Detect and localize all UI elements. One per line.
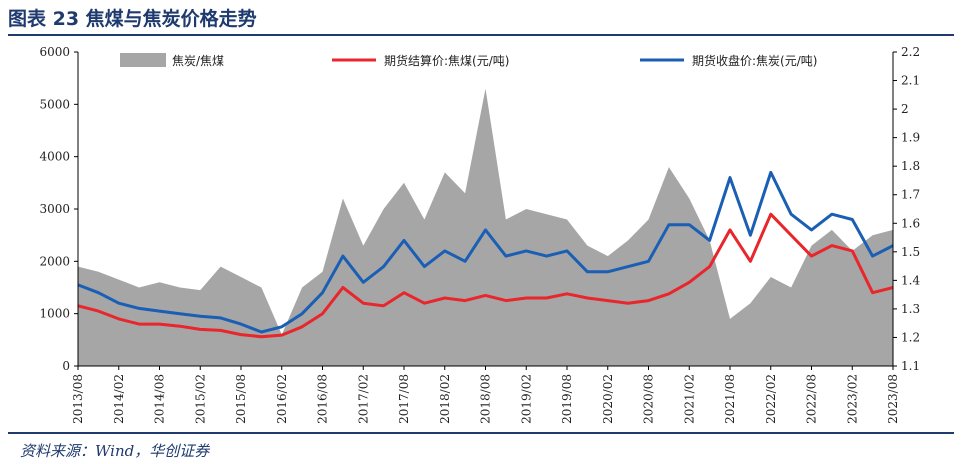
x-tick-label: 2019/08 [560, 374, 574, 424]
right-tick-label: 1.8 [901, 159, 920, 173]
right-tick-label: 2.1 [901, 74, 920, 88]
left-tick-label: 0 [62, 359, 70, 373]
x-tick-label: 2014/02 [112, 374, 126, 424]
x-tick-label: 2018/08 [479, 374, 493, 424]
chart-title: 图表 23 焦煤与焦炭价格走势 [8, 8, 257, 30]
right-tick-label: 1.6 [901, 216, 920, 230]
legend-label-1: 期货结算价:焦煤(元/吨) [384, 53, 509, 68]
x-tick-label: 2016/02 [275, 374, 289, 424]
x-tick-label: 2022/02 [764, 374, 778, 424]
x-tick-label: 2023/08 [886, 374, 900, 424]
right-tick-label: 1.9 [901, 131, 920, 145]
right-tick-label: 1.1 [901, 359, 920, 373]
left-tick-label: 6000 [39, 45, 70, 59]
right-tick-label: 1.3 [901, 302, 920, 316]
x-tick-label: 2015/08 [234, 374, 248, 424]
right-tick-label: 1.7 [901, 188, 920, 202]
series-area-0 [78, 88, 893, 366]
series-line-1 [77, 212, 894, 339]
x-tick-label: 2017/02 [356, 374, 370, 424]
right-tick-label: 2 [901, 102, 909, 116]
right-tick-label: 1.4 [901, 273, 920, 287]
series-line-2 [77, 170, 894, 334]
right-tick-label: 1.5 [901, 245, 920, 259]
x-tick-label: 2018/02 [438, 374, 452, 424]
x-tick-label: 2021/02 [682, 374, 696, 424]
left-tick-label: 3000 [39, 202, 70, 216]
legend: 焦炭/焦煤 期货结算价:焦煤(元/吨) 期货收盘价:焦炭(元/吨) [120, 53, 817, 68]
axis-layer: 0 1000 2000 3000 4000 5000 6000 1.1 1.2 1.3 1.4 1.5… [39, 45, 920, 424]
left-tick-label: 1000 [39, 307, 70, 321]
x-tick-label: 2019/02 [519, 374, 533, 424]
x-tick-label: 2016/08 [316, 374, 330, 424]
legend-swatch-0 [120, 53, 166, 67]
legend-label-0: 焦炭/焦煤 [172, 54, 224, 68]
left-tick-label: 5000 [39, 97, 70, 111]
left-tick-label: 4000 [39, 150, 70, 164]
legend-label-2: 期货收盘价:焦炭(元/吨) [692, 53, 817, 68]
x-tick-label: 2017/08 [397, 374, 411, 424]
bottom-rule [8, 432, 954, 434]
left-tick-label: 2000 [39, 254, 70, 268]
x-tick-label: 2021/08 [723, 374, 737, 424]
area-layer [78, 88, 893, 366]
right-tick-label: 2.2 [901, 45, 920, 59]
right-tick-label: 1.2 [901, 330, 920, 344]
source-note: 资料来源：Wind，华创证券 [20, 442, 210, 460]
x-tick-label: 2022/08 [805, 374, 819, 424]
x-tick-label: 2014/08 [153, 374, 167, 424]
line-layer [77, 170, 894, 339]
x-tick-label: 2020/08 [642, 374, 656, 424]
x-tick-label: 2015/02 [193, 374, 207, 424]
x-tick-label: 2020/02 [601, 374, 615, 424]
top-rule [8, 34, 954, 36]
x-tick-label: 2013/08 [71, 374, 85, 424]
x-tick-label: 2023/02 [845, 374, 859, 424]
